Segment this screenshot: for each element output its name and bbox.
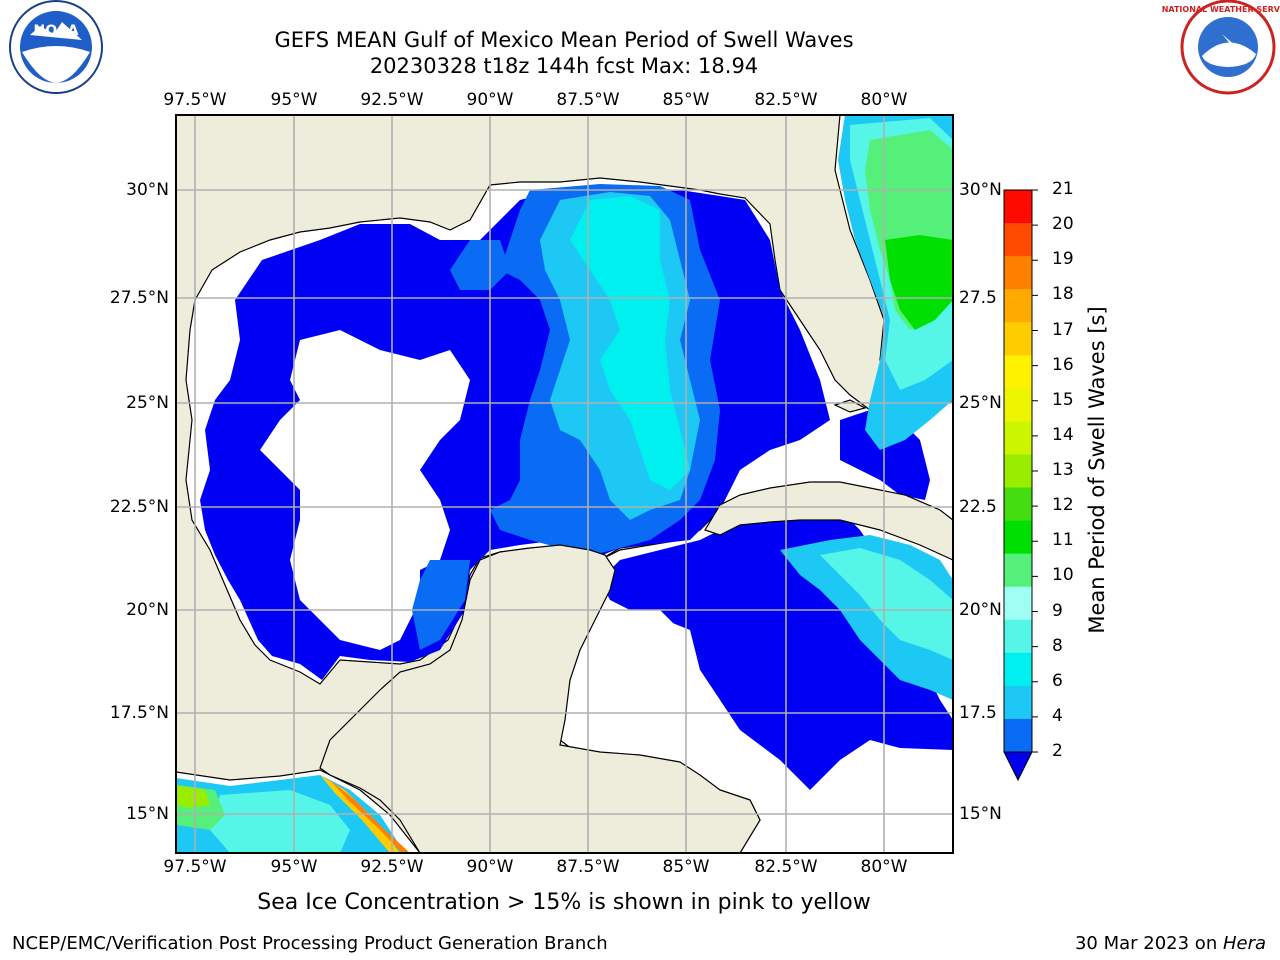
lat-label-left: 20°N <box>126 600 169 620</box>
colorbar-tick-label: 9 <box>1052 600 1063 621</box>
sea-ice-caption: Sea Ice Concentration > 15% is shown in … <box>257 890 871 915</box>
lon-label-bottom: 95°W <box>270 857 318 877</box>
lon-label-bottom: 80°W <box>860 857 908 877</box>
lon-label-top: 97.5°W <box>163 90 227 110</box>
lat-label-left: 27.5°N <box>109 288 169 308</box>
colorbar-swatch <box>1004 520 1032 555</box>
colorbar-tick-label: 6 <box>1052 670 1063 691</box>
lon-label-bottom: 82.5°W <box>754 857 818 877</box>
lon-label-top: 80°W <box>860 90 908 110</box>
colorbar-swatch <box>1004 652 1032 687</box>
lon-label-top: 82.5°W <box>754 90 818 110</box>
lon-label-bottom: 97.5°W <box>163 857 227 877</box>
lon-label-top: 85°W <box>662 90 710 110</box>
colorbar-swatch <box>1004 454 1032 489</box>
lat-label-right: 22.5 <box>959 497 997 517</box>
colorbar-tick-label: 14 <box>1052 424 1074 445</box>
colorbar-tick-label: 11 <box>1052 530 1074 551</box>
lon-label-bottom: 92.5°W <box>360 857 424 877</box>
colorbar-tick-label: 18 <box>1052 284 1074 305</box>
colorbar-tick-label: 21 <box>1052 179 1074 199</box>
lon-label-bottom: 87.5°W <box>556 857 620 877</box>
colorbar-swatch <box>1004 685 1032 720</box>
footer-host: Hera <box>1222 933 1266 954</box>
colorbar-swatch <box>1004 289 1032 323</box>
colorbar-tick-label: 8 <box>1052 635 1063 656</box>
colorbar-tick-label: 17 <box>1052 319 1074 340</box>
colorbar-extend-arrow <box>1003 751 1033 782</box>
map-frame <box>175 114 954 854</box>
lat-label-right: 25°N <box>959 393 1002 413</box>
map-title: GEFS MEAN Gulf of Mexico Mean Period of … <box>274 28 854 52</box>
lat-label-left: 15°N <box>126 804 169 824</box>
lat-label-left: 22.5°N <box>109 497 169 517</box>
lat-label-right: 27.5 <box>959 288 997 308</box>
footer-credit: NCEP/EMC/Verification Post Processing Pr… <box>12 933 608 954</box>
lon-label-top: 87.5°W <box>556 90 620 110</box>
colorbar-tick-label: 15 <box>1052 389 1074 410</box>
lat-label-left: 17.5°N <box>109 703 169 723</box>
land-masses <box>319 399 953 853</box>
footer-date-text: 30 Mar 2023 on <box>1074 933 1223 954</box>
colorbar-tick-label: 20 <box>1052 214 1074 235</box>
lat-label-right: 30°N <box>959 180 1002 200</box>
colorbar-swatch <box>1004 355 1032 389</box>
colorbar-tick-label: 2 <box>1052 741 1063 761</box>
colorbar-swatch <box>1004 421 1032 455</box>
cuba <box>704 481 953 561</box>
colorbar-tick-label: 4 <box>1052 705 1063 726</box>
lon-label-top: 95°W <box>270 90 318 110</box>
graticule <box>176 115 953 853</box>
footer-date: 30 Mar 2023 on Hera <box>1075 933 1266 954</box>
colorbar-tick-label: 19 <box>1052 249 1074 270</box>
lon-label-bottom: 90°W <box>466 857 514 877</box>
colorbar <box>1003 189 1038 782</box>
colorbar-swatch <box>1004 487 1032 522</box>
colorbar-tick-label: 12 <box>1052 495 1074 516</box>
colorbar-swatch <box>1004 619 1032 654</box>
colorbar-tick-label: 16 <box>1052 354 1074 375</box>
swell-shading-gulf <box>200 184 953 790</box>
map-content <box>176 115 953 853</box>
lat-label-right: 20°N <box>959 600 1002 620</box>
colorbar-swatch <box>1004 553 1032 588</box>
colorbar-tick-label: 13 <box>1052 460 1074 480</box>
colorbar-swatch <box>1004 223 1032 257</box>
lat-label-right: 15°N <box>959 804 1002 824</box>
lon-label-top: 92.5°W <box>360 90 424 110</box>
colorbar-swatch <box>1004 586 1032 621</box>
colorbar-swatch <box>1004 388 1032 422</box>
map-subtitle: 20230328 t18z 144h fcst Max: 18.94 <box>369 54 759 78</box>
lat-label-right: 17.5 <box>959 703 997 723</box>
colorbar-swatch <box>1004 718 1032 753</box>
colorbar-swatch <box>1004 322 1032 356</box>
yucatan-peninsula <box>319 544 761 853</box>
colorbar-swatch <box>1004 190 1032 224</box>
lon-label-bottom: 85°W <box>662 857 710 877</box>
lat-label-left: 25°N <box>126 393 169 413</box>
lon-label-top: 90°W <box>466 90 514 110</box>
colorbar-swatch <box>1004 256 1032 290</box>
lat-label-left: 30°N <box>126 180 169 200</box>
colorbar-title: Mean Period of Swell Waves [s] <box>1085 306 1109 634</box>
swell-shading-atlantic <box>838 115 953 450</box>
colorbar-tick-label: 10 <box>1052 565 1074 586</box>
